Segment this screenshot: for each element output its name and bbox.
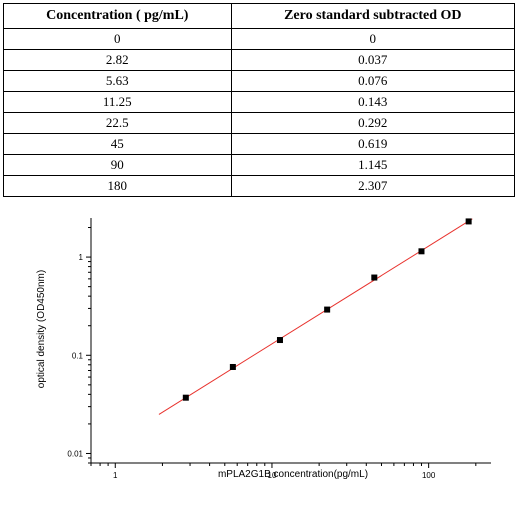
table-row: 90 1.145 [3,154,516,176]
standard-curve-chart: 1 10 100 0.01 0.1 1 mPLA2G1B concentration(pg… [36,218,491,480]
chart-axes: 1 10 100 0.01 0.1 1 [67,218,491,480]
y-axis-label: optical density (OD450nm) [36,270,47,388]
cell-concentration: 2.82 [3,49,232,71]
cell-concentration: 0 [3,28,232,50]
table-row: 11.25 0.143 [3,91,516,113]
table-row: 22.5 0.292 [3,112,516,134]
x-axis-label: mPLA2G1B concentration(pg/mL) [218,469,368,480]
table-row: 2.82 0.037 [3,49,516,71]
cell-concentration: 22.5 [3,112,232,134]
y-tick-label: 1 [79,253,84,262]
fit-line-group [158,218,473,415]
header-od: Zero standard subtracted OD [230,3,516,29]
data-point [371,274,378,281]
y-tick-label: 0.01 [67,449,83,458]
cell-od: 2.307 [230,175,516,197]
cell-concentration: 45 [3,133,232,155]
y-tick-label: 0.1 [72,351,84,360]
cell-od: 0.619 [230,133,516,155]
data-point [182,394,189,401]
x-tick-label: 10 [268,471,277,480]
cell-concentration: 90 [3,154,232,176]
cell-od: 0 [230,28,516,50]
data-point [418,248,425,255]
data-point [229,363,236,370]
data-point [465,218,472,225]
table-header-row: Concentration ( pg/mL) Zero standard sub… [3,3,516,29]
cell-concentration: 11.25 [3,91,232,113]
data-point [276,337,283,344]
cell-concentration: 5.63 [3,70,232,92]
fit-line [158,218,473,415]
cell-od: 0.037 [230,49,516,71]
cell-od: 0.076 [230,70,516,92]
table-row: 0 0 [3,28,516,50]
standard-curve-table: Concentration ( pg/mL) Zero standard sub… [3,3,516,197]
table-row: 180 2.307 [3,175,516,197]
cell-concentration: 180 [3,175,232,197]
header-concentration: Concentration ( pg/mL) [3,3,232,29]
cell-od: 0.292 [230,112,516,134]
x-tick-label: 1 [113,471,118,480]
cell-od: 0.143 [230,91,516,113]
cell-od: 1.145 [230,154,516,176]
x-tick-label: 100 [422,471,436,480]
data-points-group [182,218,472,401]
data-point [324,306,331,313]
table-row: 45 0.619 [3,133,516,155]
table-row: 5.63 0.076 [3,70,516,92]
